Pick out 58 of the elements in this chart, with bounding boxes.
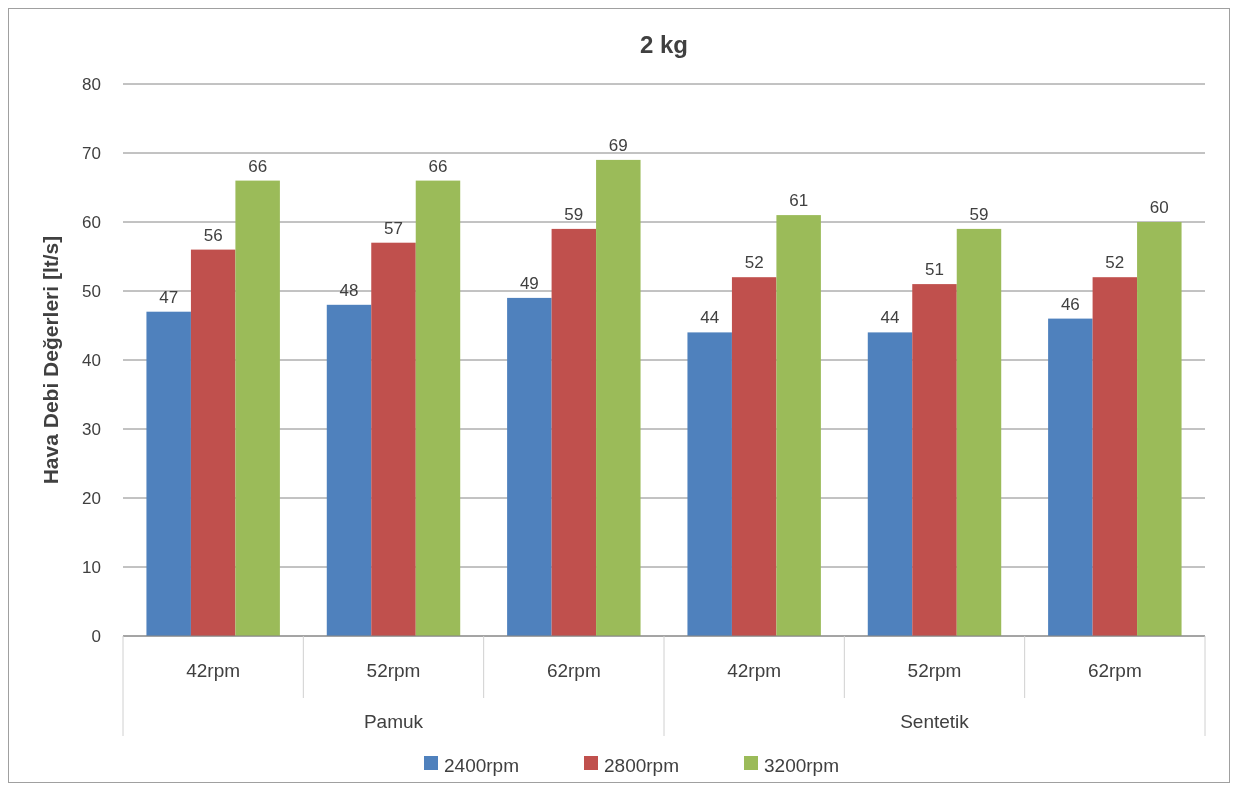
x-tick-label: 62rpm (1087, 660, 1142, 681)
y-tick-label: 10 (82, 557, 101, 577)
y-tick-label: 50 (82, 281, 101, 301)
data-label: 57 (384, 218, 403, 238)
x-tick-label: 52rpm (907, 660, 962, 681)
y-tick-label: 0 (91, 626, 101, 646)
y-tick-label: 20 (82, 488, 101, 508)
bar (507, 297, 552, 636)
data-label: 44 (700, 308, 720, 328)
chart-title: 2 kg (639, 31, 689, 58)
bar (1137, 222, 1182, 636)
y-axis-title: Hava Debi Değerleri [lt/s] (39, 235, 62, 485)
x-tick-label: 52rpm (366, 660, 421, 681)
bar (731, 277, 777, 636)
bar (1048, 318, 1093, 636)
data-label: 46 (1060, 294, 1080, 314)
bar (1092, 277, 1138, 636)
data-label: 66 (428, 156, 448, 176)
y-tick-label: 70 (82, 143, 101, 163)
legend-label: 2800rpm (604, 754, 679, 776)
y-tick-label: 40 (82, 350, 101, 370)
bar (776, 215, 821, 636)
data-label: 48 (339, 280, 359, 300)
bar (190, 249, 236, 636)
data-label: 66 (248, 156, 268, 176)
data-label: 51 (925, 260, 944, 280)
bar (415, 180, 461, 636)
bar (596, 159, 641, 636)
bar (146, 311, 191, 636)
text: Pamuk (363, 711, 424, 732)
data-label: 47 (159, 287, 179, 307)
x-tick-label: 42rpm (186, 660, 241, 681)
data-label: 59 (564, 204, 584, 224)
data-label: 56 (203, 225, 223, 245)
bar (371, 242, 416, 636)
y-tick-label: 60 (82, 212, 101, 232)
x-tick-label: 42rpm (727, 660, 782, 681)
data-label: 69 (608, 135, 628, 155)
bar (912, 284, 957, 636)
data-label: 61 (789, 191, 809, 211)
data-label: 52 (744, 253, 764, 273)
data-label: 59 (969, 204, 989, 224)
bar (551, 228, 597, 636)
y-tick-label: 30 (82, 419, 101, 439)
y-tick-label: 80 (82, 74, 101, 94)
x-tick-label: 62rpm (546, 660, 601, 681)
bar (867, 332, 913, 636)
data-label: 49 (519, 273, 539, 293)
data-label: 60 (1149, 198, 1169, 217)
bar (956, 228, 1002, 636)
data-label: 44 (880, 308, 900, 328)
bar (235, 180, 280, 636)
bar (687, 332, 732, 636)
legend-label: 2400rpm (444, 754, 519, 776)
legend-label: 3200rpm (764, 754, 839, 776)
bar (326, 304, 372, 636)
text: Sentetik (900, 711, 970, 732)
data-label: 52 (1105, 253, 1125, 273)
